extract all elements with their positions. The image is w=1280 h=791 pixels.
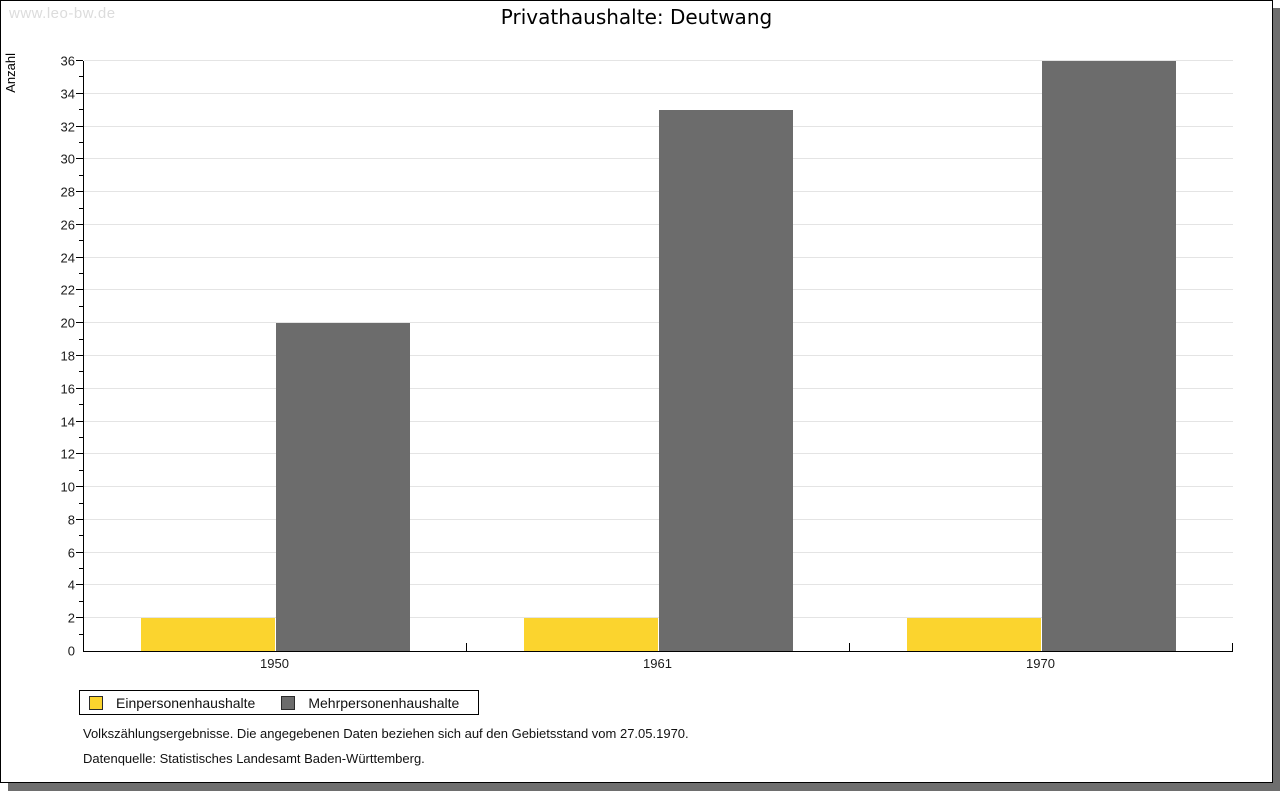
y-axis-tick-label: 4	[67, 577, 75, 593]
footnote-gebietsstand: Volkszählungsergebnisse. Die angegebenen…	[83, 726, 689, 741]
y-axis-major-tick	[76, 420, 83, 422]
legend-swatch-mehrpersonenhaushalte	[281, 695, 296, 710]
watermark: www.leo-bw.de	[9, 5, 116, 22]
x-axis-tick	[1232, 643, 1233, 651]
y-axis-major-tick	[76, 60, 83, 61]
bar-einpersonenhaushalte-1950	[141, 618, 276, 651]
y-axis-tick-label: 32	[60, 119, 75, 135]
y-axis-tick-label: 28	[60, 184, 75, 200]
y-axis-minor-tick	[79, 436, 83, 438]
plot-area: 0 2 4 6 8 10 12 14 16 18 20 22 24 26 28 30 32 34 36	[61, 55, 1233, 658]
y-axis-tick-label: 22	[60, 282, 75, 298]
bar-einpersonenhaushalte-1970	[907, 618, 1042, 651]
y-axis-minor-tick	[79, 633, 83, 635]
x-axis-label: 1950	[260, 656, 289, 671]
y-axis-minor-tick	[79, 305, 83, 307]
y-axis-minor-tick	[79, 174, 83, 176]
y-axis-minor-tick	[79, 568, 83, 570]
y-axis-major-tick	[76, 387, 83, 389]
y-axis-major-tick	[76, 92, 83, 94]
y-axis-major-tick	[76, 584, 83, 586]
y-axis-tick-label: 6	[67, 545, 75, 561]
y-axis-major-tick	[76, 322, 83, 324]
y-axis-minor-tick	[79, 240, 83, 242]
x-axis-label: 1961	[643, 656, 672, 671]
y-axis-major-tick	[76, 551, 83, 553]
bar-einpersonenhaushalte-1961	[524, 618, 659, 651]
y-axis-major-tick	[76, 453, 83, 455]
y-axis-minor-tick	[79, 469, 83, 471]
legend-swatch-einpersonenhaushalte	[89, 695, 103, 710]
y-axis-minor-tick	[79, 502, 83, 504]
y-axis-tick-label: 20	[60, 315, 75, 331]
y-axis-major-tick	[76, 125, 83, 127]
y-axis-minor-tick	[79, 600, 83, 602]
y-axis-minor-tick	[79, 404, 83, 406]
y-axis-tick-label: 24	[60, 250, 75, 266]
y-axis-tick-label: 12	[60, 446, 75, 462]
gridline	[84, 92, 1233, 94]
footnote-datenquelle: Datenquelle: Statistisches Landesamt Bad…	[83, 751, 425, 766]
chart-title: Privathaushalte: Deutwang	[500, 5, 773, 29]
y-axis-tick-label: 34	[60, 86, 75, 102]
y-axis-major-tick	[76, 158, 83, 160]
y-axis-major-tick	[76, 355, 83, 356]
legend: Einpersonenhaushalte Mehrpersonenhaushal…	[79, 690, 479, 715]
y-axis-tick-label: 14	[60, 414, 75, 430]
y-axis-tick-label: 2	[67, 610, 75, 626]
y-axis-minor-tick	[79, 371, 83, 373]
y-axis-tick-label: 10	[60, 479, 75, 495]
legend-label-mehrpersonenhaushalte: Mehrpersonenhaushalte	[308, 694, 460, 711]
y-axis-major-tick	[76, 223, 83, 225]
x-axis-tick	[849, 643, 850, 651]
y-axis-minor-tick	[79, 273, 83, 275]
x-axis-label: 1970	[1026, 656, 1055, 671]
legend-entry-einpersonenhaushalte: Einpersonenhaushalte	[89, 695, 255, 711]
y-axis-tick-label: 16	[60, 381, 75, 397]
legend-entry-mehrpersonenhaushalte: Mehrpersonenhaushalte	[281, 695, 459, 711]
y-axis-minor-tick	[79, 207, 83, 209]
x-axis-labels: 1950 1961 1970	[83, 656, 1233, 674]
y-axis-minor-tick	[79, 338, 83, 340]
y-axis-major-tick	[76, 256, 83, 258]
y-axis-minor-tick	[79, 109, 83, 111]
y-axis-major-tick	[76, 518, 83, 520]
y-axis-major-tick	[76, 289, 83, 291]
y-axis-major-tick	[76, 486, 83, 488]
y-axis-minor-tick	[79, 76, 83, 78]
legend-label-einpersonenhaushalte: Einpersonenhaushalte	[116, 694, 256, 711]
y-axis-tick-label: 26	[60, 217, 75, 233]
bar-mehrpersonenhaushalte-1970	[1041, 61, 1176, 651]
y-axis-major-tick	[76, 191, 83, 193]
y-axis-tick-label: 18	[60, 348, 75, 364]
x-axis-tick	[466, 643, 467, 651]
y-axis-tick-label: 8	[67, 512, 75, 528]
y-axis-tick-label: 36	[60, 53, 75, 69]
gridline	[84, 60, 1233, 61]
y-axis-tick-label: 0	[67, 643, 75, 659]
bar-mehrpersonenhaushalte-1961	[658, 110, 793, 651]
y-axis-major-tick	[76, 617, 83, 619]
y-axis-title: Anzahl	[3, 53, 18, 93]
y-axis-minor-tick	[79, 535, 83, 537]
bar-mehrpersonenhaushalte-1950	[275, 323, 410, 651]
y-axis-minor-tick	[79, 141, 83, 143]
y-axis-tick-label: 30	[60, 151, 75, 167]
